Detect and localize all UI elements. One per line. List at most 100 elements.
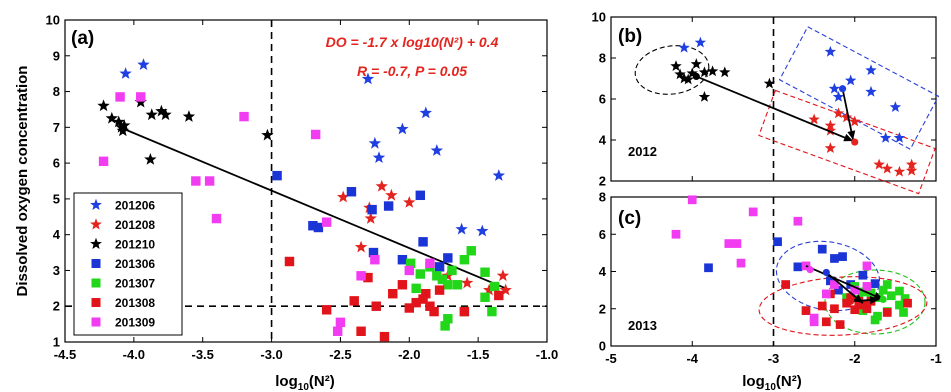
panel-a-regression-equation: DO = -1.7 x log10(N²) + 0.4 bbox=[326, 34, 499, 50]
point-201210 bbox=[763, 77, 776, 89]
point-201206 bbox=[828, 82, 841, 94]
point-201309 bbox=[310, 129, 321, 140]
panel-b-arrows bbox=[692, 72, 859, 146]
panel-a-reference-lines bbox=[65, 20, 547, 342]
panel-a-ylabel: Dissolved oxygen concentration bbox=[14, 66, 31, 297]
point-201306 bbox=[272, 170, 282, 181]
point-201308 bbox=[397, 280, 408, 290]
shift-arrow-head bbox=[843, 133, 854, 142]
point-201306 bbox=[434, 262, 445, 272]
point-201307 bbox=[878, 285, 888, 295]
point-201208 bbox=[403, 195, 416, 208]
point-201306 bbox=[415, 190, 426, 201]
legend-label-201306: 201306 bbox=[115, 257, 155, 271]
point-201307 bbox=[866, 288, 876, 298]
point-201308 bbox=[388, 288, 398, 299]
legend-marker-201210 bbox=[90, 237, 102, 250]
panel-a-regression-stats: R = -0.7, P = 0.05 bbox=[357, 63, 467, 79]
centroid-201306 bbox=[822, 268, 830, 277]
point-201206 bbox=[430, 144, 444, 156]
legend-marker-201306 bbox=[91, 259, 101, 268]
point-201308 bbox=[842, 298, 851, 308]
point-201306 bbox=[397, 254, 408, 265]
point-201306 bbox=[383, 201, 394, 211]
point-201206 bbox=[372, 151, 386, 163]
point-201210 bbox=[706, 65, 719, 77]
point-201206 bbox=[137, 58, 150, 70]
point-201210 bbox=[686, 67, 698, 79]
point-201308 bbox=[846, 293, 856, 302]
panel-c-xlabel: log10(N²) bbox=[742, 373, 801, 392]
point-201208 bbox=[905, 164, 918, 176]
point-201208 bbox=[832, 107, 845, 119]
panel-c-label: (c) bbox=[618, 208, 641, 229]
point-201308 bbox=[421, 288, 431, 299]
point-201210 bbox=[134, 95, 147, 108]
point-201309 bbox=[211, 213, 222, 224]
point-201309 bbox=[239, 111, 249, 122]
point-201206 bbox=[119, 67, 132, 79]
point-201208 bbox=[385, 188, 398, 201]
xtick-label: -1.5 bbox=[467, 347, 489, 362]
centroid-201308 bbox=[847, 297, 855, 305]
panel-b-label: (b) bbox=[618, 26, 642, 47]
point-201309 bbox=[830, 280, 839, 289]
point-201210 bbox=[145, 108, 158, 121]
regression-line bbox=[119, 126, 507, 290]
point-201306 bbox=[830, 254, 839, 263]
legend-marker-201206 bbox=[90, 198, 102, 211]
point-201306 bbox=[418, 237, 428, 247]
point-201208 bbox=[873, 158, 885, 170]
panel-b: 2 4 6 8 10 (b) 2012 bbox=[592, 10, 940, 195]
point-201206 bbox=[419, 106, 432, 119]
point-201210 bbox=[97, 99, 110, 112]
panel-b-ticks: 2 4 6 8 10 bbox=[592, 10, 937, 189]
point-201309 bbox=[793, 216, 803, 226]
point-201306 bbox=[817, 244, 827, 254]
point-201309 bbox=[321, 217, 332, 227]
xtick-label: -3 bbox=[768, 351, 780, 366]
point-201308 bbox=[379, 331, 390, 342]
point-201308 bbox=[835, 320, 845, 329]
point-201308 bbox=[425, 301, 435, 311]
point-201306 bbox=[870, 279, 880, 288]
point-201309 bbox=[425, 258, 435, 269]
point-201210 bbox=[115, 120, 128, 133]
ytick-label: 10 bbox=[46, 13, 60, 28]
point-201308 bbox=[494, 290, 504, 301]
xtick-label: -2 bbox=[849, 351, 861, 366]
point-201210 bbox=[155, 104, 168, 117]
point-201208 bbox=[496, 269, 510, 282]
point-201208 bbox=[849, 115, 861, 127]
point-201307 bbox=[886, 291, 896, 301]
point-201309 bbox=[136, 92, 146, 102]
point-201309 bbox=[98, 156, 109, 167]
point-201306 bbox=[834, 285, 843, 295]
point-201308 bbox=[429, 306, 439, 317]
ytick-label: 6 bbox=[53, 156, 60, 171]
ytick-label: 8 bbox=[599, 190, 606, 205]
legend-items: 201206 201208 201210 201306 201307 201308 2013… bbox=[90, 199, 155, 330]
point-201307 bbox=[440, 321, 450, 331]
point-201306 bbox=[368, 247, 379, 258]
xtick-label: -1 bbox=[930, 351, 942, 366]
point-201308 bbox=[404, 303, 414, 313]
ytick-label: 1 bbox=[53, 335, 60, 350]
ytick-label: 10 bbox=[592, 10, 606, 25]
point-201309 bbox=[862, 282, 872, 291]
point-201308 bbox=[882, 308, 892, 317]
point-201308 bbox=[781, 280, 791, 289]
ytick-label: 8 bbox=[599, 51, 606, 66]
legend-label-201308: 201308 bbox=[115, 296, 155, 310]
ytick-label: 3 bbox=[53, 263, 60, 278]
centroid-201206 bbox=[838, 85, 847, 93]
point-201307 bbox=[466, 246, 476, 256]
point-201306 bbox=[443, 253, 453, 263]
point-201309 bbox=[404, 265, 414, 276]
legend: 201206 201208 201210 201306 201307 201308 2013… bbox=[73, 192, 183, 336]
point-201308 bbox=[821, 317, 831, 327]
point-201206 bbox=[844, 74, 857, 86]
point-201210 bbox=[698, 66, 711, 78]
ytick-label: 2 bbox=[599, 301, 606, 316]
